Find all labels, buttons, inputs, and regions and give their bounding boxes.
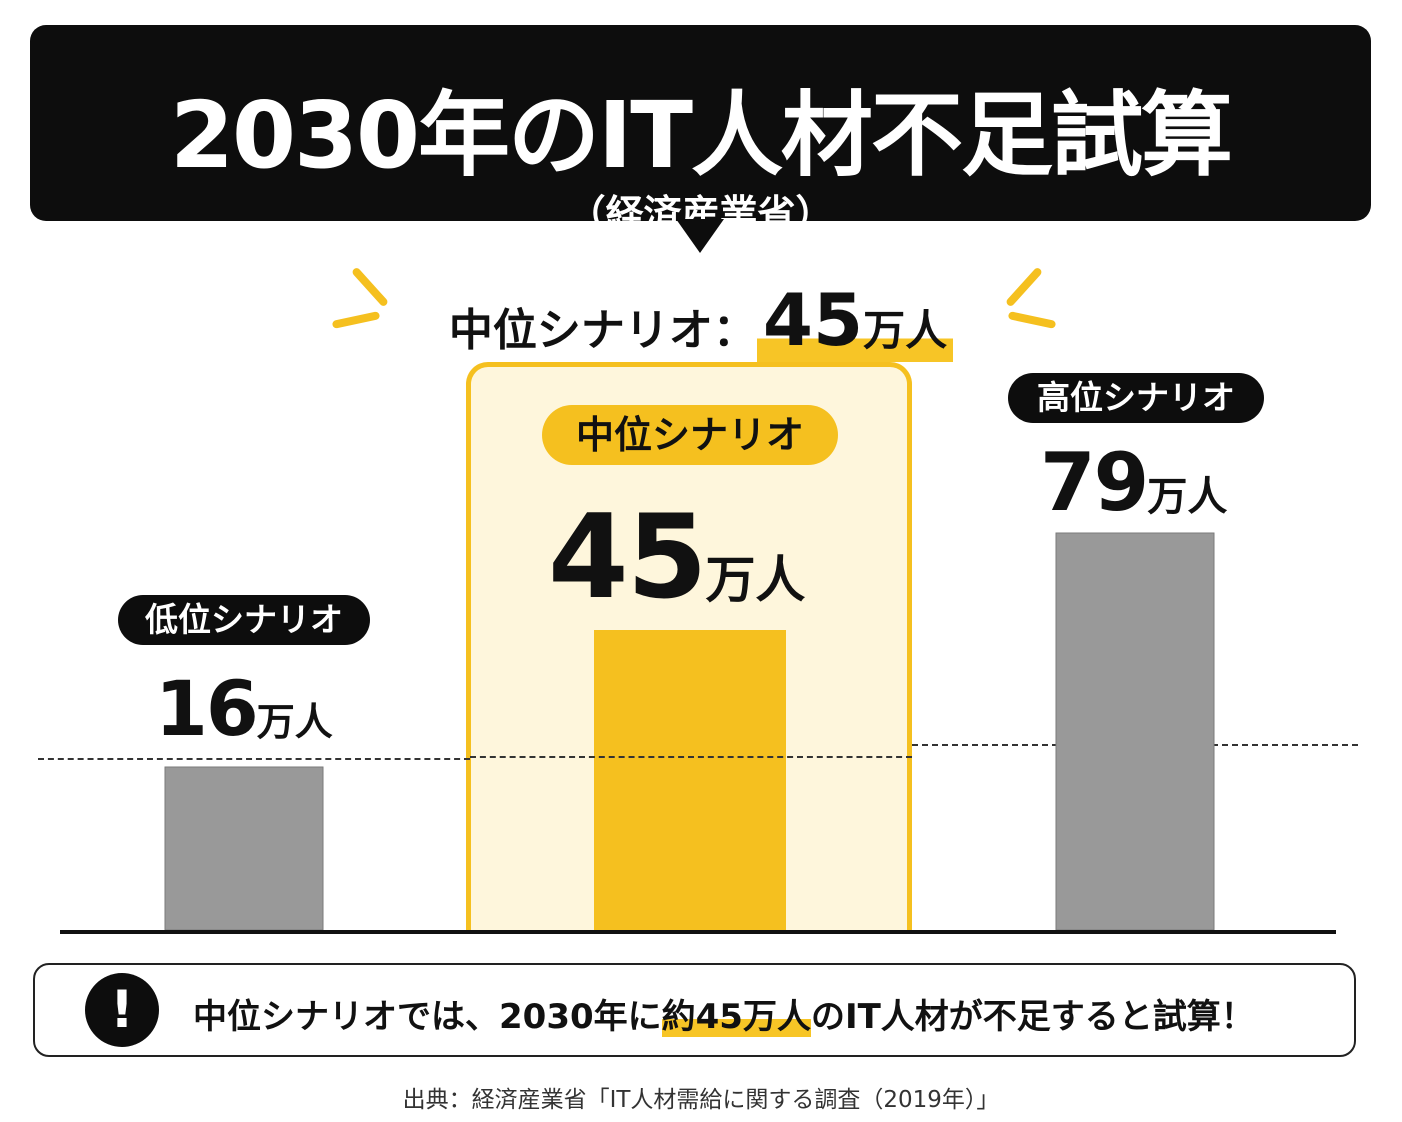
summary-text-before: 中位シナリオでは、2030年に xyxy=(193,997,662,1037)
summary-text-after: のIT人材が不足すると試算！ xyxy=(810,997,1255,1037)
value-label-low: 16万人 xyxy=(155,664,333,753)
value-unit-low: 万人 xyxy=(256,700,333,744)
value-number-mid: 45 xyxy=(548,490,707,625)
reference-line xyxy=(470,756,912,758)
category-label-high: 高位シナリオ xyxy=(1008,373,1264,423)
exclamation-icon: ! xyxy=(85,973,159,1047)
value-unit-high: 万人 xyxy=(1147,474,1228,520)
headline: 中位シナリオ：45万人 xyxy=(0,278,1402,362)
headline-value: 45 xyxy=(762,278,864,362)
headline-unit: 万人 xyxy=(863,306,948,355)
summary-text: 中位シナリオでは、2030年に約45万人のIT人材が不足すると試算！ xyxy=(193,989,1255,1038)
headline-highlight: 45万人 xyxy=(756,278,954,362)
value-unit-mid: 万人 xyxy=(705,551,806,609)
category-label-low: 低位シナリオ xyxy=(118,595,370,645)
title-banner: 2030年のIT人材不足試算 （経済産業省） xyxy=(30,25,1371,236)
chart-title: 2030年のIT人材不足試算 xyxy=(169,82,1233,189)
bar-low xyxy=(164,766,324,931)
source-citation: 出典：経済産業省「IT人材需給に関する調査（2019年）」 xyxy=(402,1087,1000,1113)
speech-bubble-tail xyxy=(676,219,724,253)
x-axis-baseline xyxy=(60,930,1336,934)
value-label-mid: 45万人 xyxy=(548,490,805,625)
value-number-high: 79 xyxy=(1040,436,1149,529)
summary-note: ! 中位シナリオでは、2030年に約45万人のIT人材が不足すると試算！ xyxy=(33,963,1356,1057)
headline-label: 中位シナリオ： xyxy=(448,305,757,356)
value-label-high: 79万人 xyxy=(1040,436,1227,529)
category-label-mid: 中位シナリオ xyxy=(542,405,838,465)
value-number-low: 16 xyxy=(155,664,259,753)
bar-high xyxy=(1055,532,1215,931)
summary-highlight: 約45万人 xyxy=(661,997,811,1037)
bar-mid xyxy=(594,630,786,930)
reference-line xyxy=(38,758,470,760)
